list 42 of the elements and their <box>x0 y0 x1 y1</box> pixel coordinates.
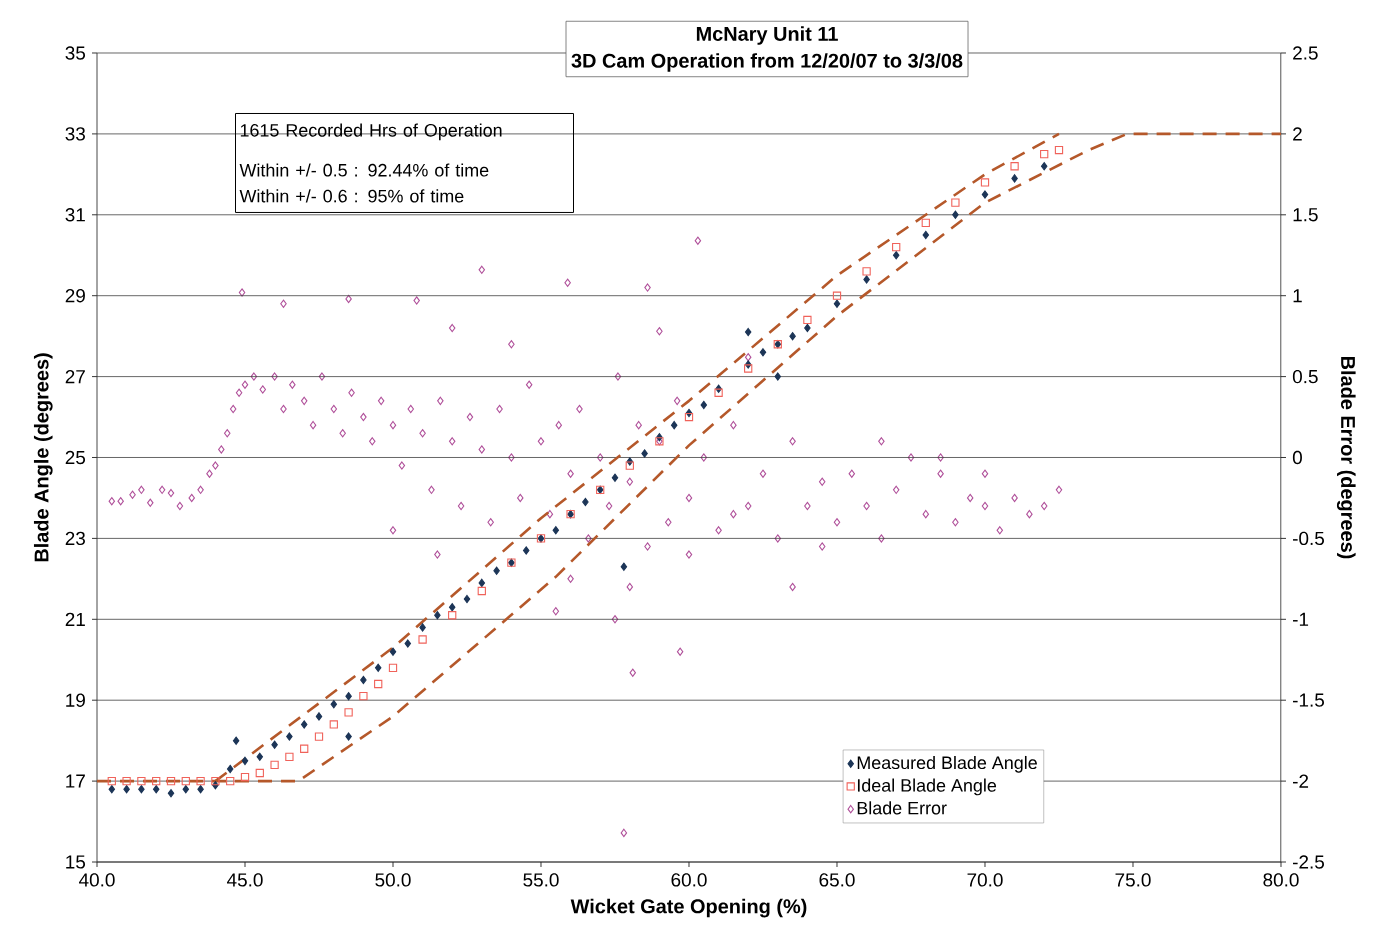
y2-tick-label: 0 <box>1292 450 1302 465</box>
x-tick-label: 70.0 <box>967 873 1003 887</box>
chart-title: McNary Unit 11 <box>696 26 838 45</box>
y2-tick-label: -0.5 <box>1293 531 1324 546</box>
y-tick-label: 15 <box>66 855 86 869</box>
y2-tick-label: 0.5 <box>1292 369 1318 384</box>
x-tick-label: 50.0 <box>375 873 411 887</box>
y-tick-label: 27 <box>65 369 85 384</box>
annotation: 1615 Recorded Hrs of Operation <box>240 123 502 141</box>
x-tick-label: 55.0 <box>523 873 559 887</box>
y2-tick-label: 1 <box>1293 289 1302 303</box>
legend-label: Ideal Blade Angle <box>857 778 997 796</box>
y-tick-label: 25 <box>65 450 86 465</box>
annotation: Within +/- 0.5 : 92.44% of time <box>239 163 489 177</box>
y2-tick-label: -2 <box>1293 774 1309 788</box>
x-tick-label: 75.0 <box>1115 873 1151 887</box>
legend-label: Measured Blade Angle <box>857 755 1037 773</box>
x-tick-label: 60.0 <box>671 873 707 887</box>
y2-tick-label: -1 <box>1293 612 1309 626</box>
y2-tick-label: 2 <box>1293 127 1302 141</box>
y2-axis-title: Blade Error (degrees) <box>1336 356 1356 559</box>
chart-subtitle: 3D Cam Operation from 12/20/07 to 3/3/08 <box>571 53 963 72</box>
y-tick-label: 29 <box>65 288 85 303</box>
y2-tick-label: -1.5 <box>1293 693 1324 707</box>
x-tick-label: 65.0 <box>819 873 855 887</box>
y-tick-label: 35 <box>65 46 86 60</box>
y-tick-label: 19 <box>66 693 85 707</box>
x-axis-title: Wicket Gate Opening (%) <box>570 898 807 918</box>
y2-tick-label: -2.5 <box>1293 855 1324 869</box>
y-tick-label: 33 <box>65 127 85 141</box>
x-tick-label: 80.0 <box>1263 873 1299 887</box>
y-tick-label: 23 <box>65 531 85 546</box>
annotation: Within +/- 0.6 : 95% of time <box>239 189 464 203</box>
y-tick-label: 17 <box>66 774 85 788</box>
legend-label: Blade Error <box>857 801 947 815</box>
y2-tick-label: 1.5 <box>1293 208 1318 222</box>
y-tick-label: 21 <box>65 612 85 626</box>
x-tick-label: 45.0 <box>227 873 263 887</box>
y-axis-title: Blade Angle (degrees) <box>33 353 53 562</box>
y2-tick-label: 2.5 <box>1293 46 1318 60</box>
x-tick-label: 40.0 <box>79 873 115 887</box>
y-tick-label: 31 <box>65 208 85 222</box>
